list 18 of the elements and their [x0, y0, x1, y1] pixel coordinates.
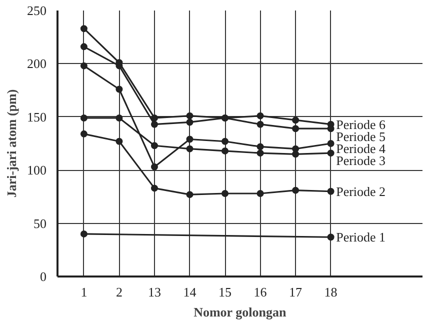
x-tick-label: 2	[116, 284, 122, 300]
x-tick-label: 16	[254, 284, 268, 300]
x-tick-label: 14	[183, 284, 197, 300]
y-tick-label: 100	[27, 162, 46, 178]
x-axis-title: Nomor golongan	[194, 304, 287, 320]
x-tick-label: 13	[148, 284, 161, 300]
series-label: Periode 2	[336, 184, 386, 199]
y-tick-label: 50	[34, 216, 46, 231]
y-tick-label: 150	[27, 109, 46, 124]
x-tick-label: 1	[80, 284, 88, 300]
y-tick-label: 200	[27, 56, 46, 72]
x-tick-label: 15	[218, 284, 232, 300]
x-tick-label: 18	[324, 284, 338, 300]
series-label: Periode 1	[336, 230, 386, 245]
y-axis-title: Jari-jari atom (pm)	[4, 89, 19, 198]
y-tick-label: 250	[27, 3, 46, 18]
x-tick-label: 17	[289, 284, 303, 300]
y-tick-label: 0	[40, 269, 46, 284]
